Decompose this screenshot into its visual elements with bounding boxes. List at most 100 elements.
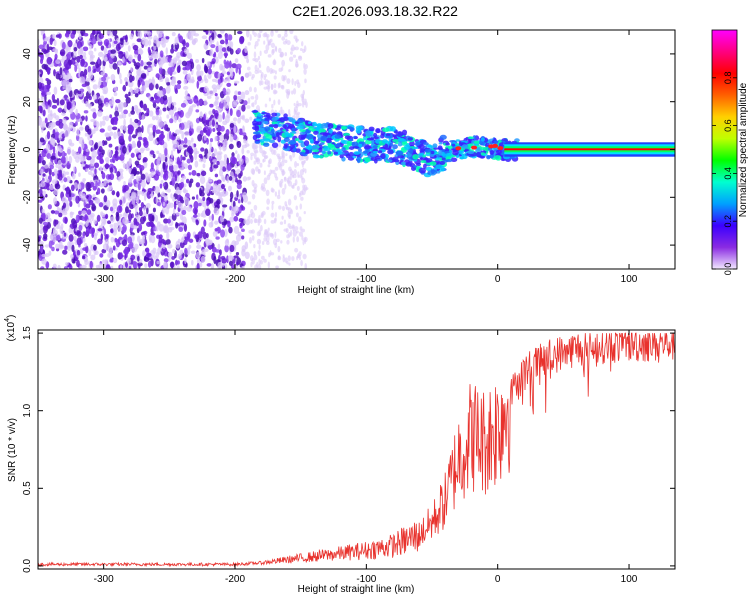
spectrogram-cell	[61, 170, 67, 178]
spectrogram-cell	[204, 43, 207, 50]
spectrogram-cell	[283, 219, 287, 225]
colorbar-ticks: 0.0 0.2 0.4 0.6 0.8	[712, 72, 737, 275]
spectrogram-cell	[174, 36, 179, 46]
spectrogram-cell	[269, 250, 272, 256]
spectrogram-cell	[240, 163, 245, 171]
spectrogram-cell	[188, 130, 193, 137]
ridge-cell	[283, 137, 290, 143]
spectrogram-cell	[110, 74, 116, 81]
spectrogram-cell	[175, 212, 180, 216]
spectrogram-cell	[221, 174, 225, 181]
ridge-cell	[282, 129, 286, 132]
spectrogram-cell	[183, 223, 188, 232]
ridge-cell	[327, 150, 332, 155]
spectrogram-cell	[130, 152, 135, 158]
spectrogram-cell	[128, 265, 132, 269]
spectrogram-cell	[124, 261, 128, 269]
ridge-cell	[365, 157, 371, 163]
spectrogram-cell	[271, 103, 274, 109]
spectrogram-cell	[142, 250, 146, 257]
spectrogram-cell	[218, 184, 222, 192]
spectrogram-cell	[226, 71, 231, 76]
spectrogram-cell	[158, 76, 164, 83]
spectrogram-cell	[123, 181, 126, 186]
spectrogram-cell	[193, 95, 199, 104]
ridge-cell	[384, 153, 389, 159]
spectrogram-cell	[303, 68, 307, 75]
spectrogram-cell	[46, 43, 50, 52]
ridge-cell	[282, 124, 287, 129]
spectrogram-cell	[186, 74, 192, 82]
spectrogram-cell	[128, 134, 132, 142]
spectrogram-cell	[253, 148, 258, 154]
spectrogram-cell	[235, 65, 239, 74]
spectrogram-cell	[261, 255, 265, 260]
spectrogram-cell	[103, 47, 108, 55]
spectrogram-cell	[165, 238, 171, 246]
spectrogram-cell	[177, 107, 181, 112]
spectrogram-cell	[302, 253, 307, 260]
spectrogram-cell	[164, 156, 168, 163]
spectrogram-cell	[85, 100, 89, 107]
spectrogram-cell	[100, 76, 107, 82]
spectrogram-cell	[260, 71, 264, 78]
spectrogram-cell	[295, 212, 299, 218]
spectrogram-cell	[38, 44, 44, 50]
spectrogram-cell	[187, 164, 193, 171]
ridge-cell	[475, 151, 482, 158]
spectrogram-cell	[234, 90, 239, 96]
spectrogram-cell	[214, 227, 219, 232]
spectrogram-cell	[185, 42, 190, 48]
ridge-cell	[352, 146, 360, 149]
spectrogram-cell	[229, 133, 234, 143]
spectrogram-cell	[130, 66, 133, 72]
spectrogram-cell	[97, 56, 101, 65]
spectrogram-cell	[195, 150, 200, 155]
spectrogram-cell	[280, 240, 283, 244]
spectrogram-cell	[134, 65, 140, 70]
spectrogram-cell	[218, 160, 225, 167]
spectrogram-cell	[187, 30, 192, 37]
spectrogram-cell	[247, 215, 251, 221]
spectrogram-cell	[255, 104, 261, 112]
spectrogram-cell	[183, 183, 187, 188]
spectrogram-cell	[224, 115, 230, 124]
spectrogram-cell	[182, 70, 188, 75]
spectrogram-cell	[274, 166, 279, 171]
spectrogram-cell	[286, 78, 291, 84]
spectrogram-cell	[105, 264, 111, 269]
spectrogram-cell	[191, 259, 194, 266]
spectrogram-cell	[202, 163, 206, 169]
spectrogram-cell	[38, 199, 43, 203]
spectrogram-cell	[184, 197, 190, 206]
spectrogram-cell	[49, 234, 54, 240]
spectrogram-cell	[233, 125, 237, 134]
spectrogram-cell	[205, 208, 211, 216]
ridge-cell	[386, 159, 393, 163]
ridge-cell	[445, 142, 450, 146]
ridge-cell	[425, 159, 431, 163]
ridge-cell	[375, 127, 381, 134]
spectrogram-cell	[93, 219, 97, 225]
spectrogram-cell	[73, 235, 77, 242]
spectrogram-cell	[153, 35, 158, 44]
spectrogram-cell	[185, 178, 190, 184]
spectrogram-cell	[257, 168, 261, 174]
spectrogram-cell	[184, 137, 188, 144]
ridge-cell	[422, 154, 427, 158]
spectrogram-cell	[218, 168, 224, 177]
spectrogram-cell	[68, 227, 72, 234]
spectrogram-cell	[220, 229, 225, 238]
ridge-cell	[297, 119, 304, 124]
ridge-peak	[497, 146, 504, 151]
ridge-cell	[299, 151, 306, 155]
spectrogram-cell	[221, 257, 227, 264]
spectrogram-cell	[260, 214, 264, 218]
spectrogram-cell	[269, 146, 273, 153]
spectrogram-cell	[204, 78, 209, 84]
spectrogram-cell	[82, 46, 89, 52]
spectrogram-cell	[133, 224, 137, 230]
ridge-cell	[288, 118, 294, 123]
ridge-cell	[327, 123, 334, 129]
carrier-band	[504, 142, 675, 145]
